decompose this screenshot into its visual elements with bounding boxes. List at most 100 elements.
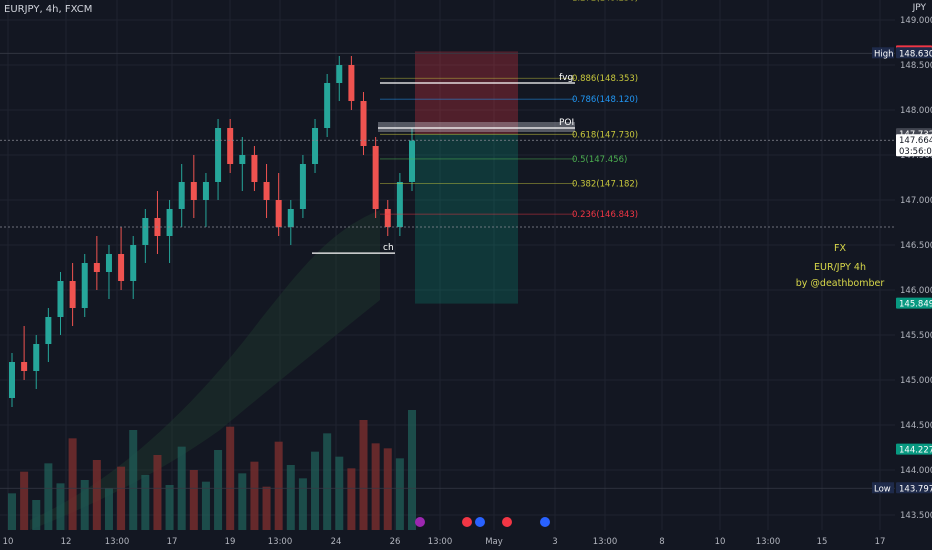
event-markers (415, 517, 550, 527)
time-tick: 15 (817, 537, 828, 547)
volume-bar (104, 488, 113, 530)
fib-label: 0.5(147.456) (572, 155, 627, 165)
candle-body (93, 263, 100, 272)
volume-bar (8, 493, 16, 530)
price-tick: 147.000 (900, 196, 932, 206)
price-tags: 148.651148.630High147.732147.66403:56:05… (872, 45, 932, 494)
price-tick: 145.000 (900, 376, 932, 386)
event-marker-icon (415, 517, 425, 527)
candle-body (360, 101, 367, 146)
time-tick: 8 (659, 537, 664, 547)
fib-label: 0.886(148.353) (572, 74, 638, 84)
stop-zone (415, 51, 518, 135)
price-tick: 145.500 (900, 331, 932, 341)
time-tick: 19 (225, 537, 236, 547)
time-axis: 10 12 13:00 17 19 13:00 24 26 13:00 May 3 13:00 8 10 1… (3, 537, 886, 547)
candle-body (299, 164, 306, 209)
candle-body (396, 182, 403, 227)
currency-label: JPY (912, 3, 926, 13)
volume-bar (262, 486, 271, 530)
candle-body (251, 155, 258, 182)
volume-bar (117, 466, 126, 530)
volume-bar (395, 458, 404, 530)
candle-body (45, 317, 52, 344)
candle-body (118, 254, 125, 281)
candle-body (336, 65, 343, 83)
candle-body (57, 281, 64, 317)
volume-bar (311, 451, 320, 530)
volume-bar (408, 410, 416, 530)
countdown-label: 03:56:05 (899, 147, 932, 157)
fib-label: 0.618(147.730) (572, 130, 638, 140)
volume-bar (189, 470, 198, 530)
candle-body (190, 182, 197, 200)
watermark-author: by @deathbomber (795, 278, 885, 289)
event-marker-icon (502, 517, 512, 527)
fib-label: 0.786(148.120) (572, 95, 638, 105)
trade-zones (30, 51, 518, 530)
candle-body (312, 128, 319, 164)
tag-label: High (874, 49, 894, 59)
candle-body (33, 344, 40, 371)
annotation-label: ch (383, 243, 394, 253)
candle-body (130, 245, 137, 281)
annotations: fvg POI ch (312, 73, 575, 254)
volume-bar (20, 471, 29, 530)
price-tick: 149.000 (900, 16, 932, 26)
poi-box (378, 122, 575, 132)
volume-bar (80, 480, 89, 530)
time-tick: 10 (3, 537, 14, 547)
price-tick: 144.500 (900, 421, 932, 431)
price-tick: 146.000 (900, 286, 932, 296)
price-tick: 148.500 (900, 61, 932, 71)
time-tick: 3 (552, 537, 557, 547)
time-tick: 26 (390, 537, 401, 547)
volume-bar (201, 481, 210, 530)
event-marker-icon (462, 517, 472, 527)
tag-label: Low (874, 484, 891, 494)
price-tag-label: 147.664 (899, 136, 932, 146)
volume-bar (323, 433, 332, 530)
volume-bar (92, 460, 101, 530)
candle-body (202, 182, 209, 200)
price-tag (896, 443, 932, 455)
volume-bar (153, 455, 162, 530)
price-tick: 143.500 (900, 511, 932, 521)
volume-bar (359, 420, 368, 530)
volume-bar (250, 461, 259, 530)
candle-body (239, 155, 246, 164)
candle-body (178, 182, 185, 209)
time-tick: 13:00 (593, 537, 618, 547)
price-tag (896, 134, 932, 157)
volume-bar (286, 465, 295, 530)
event-marker-icon (540, 517, 550, 527)
candle-body (215, 128, 222, 182)
candle-body (384, 209, 391, 227)
event-marker-icon (475, 517, 485, 527)
volume-bar (68, 438, 77, 530)
tag-box (872, 47, 894, 59)
price-tick: 148.000 (900, 106, 932, 116)
time-tick: 13:00 (756, 537, 781, 547)
symbol-label[interactable]: EURJPY, 4h, FXCM (4, 4, 93, 15)
price-tag (896, 482, 932, 494)
price-tick: 144.000 (900, 466, 932, 476)
volume-bar (371, 443, 380, 530)
candle-body (105, 254, 112, 272)
watermark-pair: EUR/JPY 4h (814, 262, 866, 273)
time-tick: 24 (331, 537, 342, 547)
time-tick: May (485, 537, 503, 547)
candle-body (21, 362, 28, 371)
fib-label: 0.382(147.182) (572, 180, 638, 190)
volume-bar (214, 450, 223, 530)
annotation-label: POI (559, 118, 574, 128)
volume-bar (298, 478, 307, 530)
time-tick: 17 (875, 537, 886, 547)
fib-levels: 1.272(149.250) 0.886(148.353) 0.786(148.12… (0, 0, 895, 489)
candle-body (69, 281, 76, 308)
price-tag-label: 144.227 (899, 446, 932, 456)
time-tick: 13:00 (428, 537, 453, 547)
cloud (30, 210, 380, 530)
target-zone (415, 134, 518, 304)
